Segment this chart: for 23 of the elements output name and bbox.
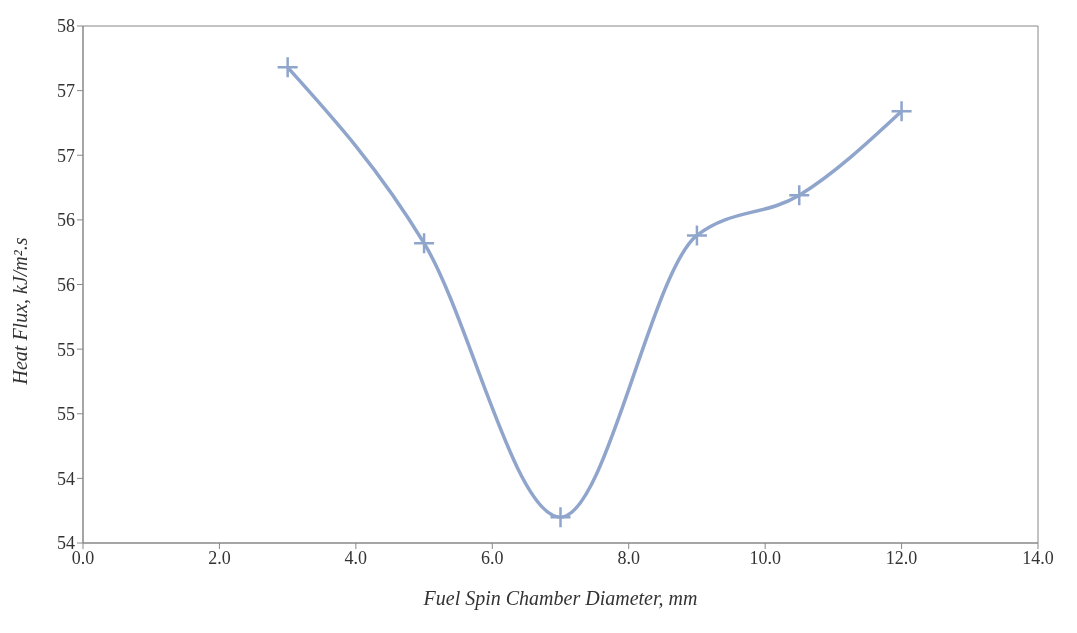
y-tick-label: 56 (57, 274, 75, 295)
point (890, 100, 913, 123)
y-tick-label: 57 (57, 145, 75, 166)
y-tick-label: 57 (57, 81, 75, 102)
x-tick-label: 2.0 (208, 547, 231, 568)
x-tick-label: 8.0 (617, 547, 640, 568)
x-axis-title: Fuel Spin Chamber Diameter, mm (422, 587, 698, 610)
y-tick-label: 58 (57, 16, 75, 37)
point (685, 224, 709, 247)
y-tick-label: 54 (57, 468, 75, 489)
x-tick-label: 10.0 (749, 547, 781, 568)
y-axis-title: Heat Flux, kJ/m².s (9, 237, 32, 386)
y-tick-label: 56 (57, 210, 75, 231)
x-tick-label: 14.0 (1022, 547, 1054, 568)
y-tick-label: 55 (57, 404, 75, 425)
point (276, 56, 299, 79)
y-tick-label: 55 (57, 339, 75, 360)
x-tick-label: 12.0 (885, 547, 918, 568)
point (412, 231, 436, 255)
x-tick-label: 6.0 (481, 547, 504, 568)
point (549, 505, 572, 529)
x-tick-label: 4.0 (344, 547, 368, 568)
point (788, 184, 811, 207)
